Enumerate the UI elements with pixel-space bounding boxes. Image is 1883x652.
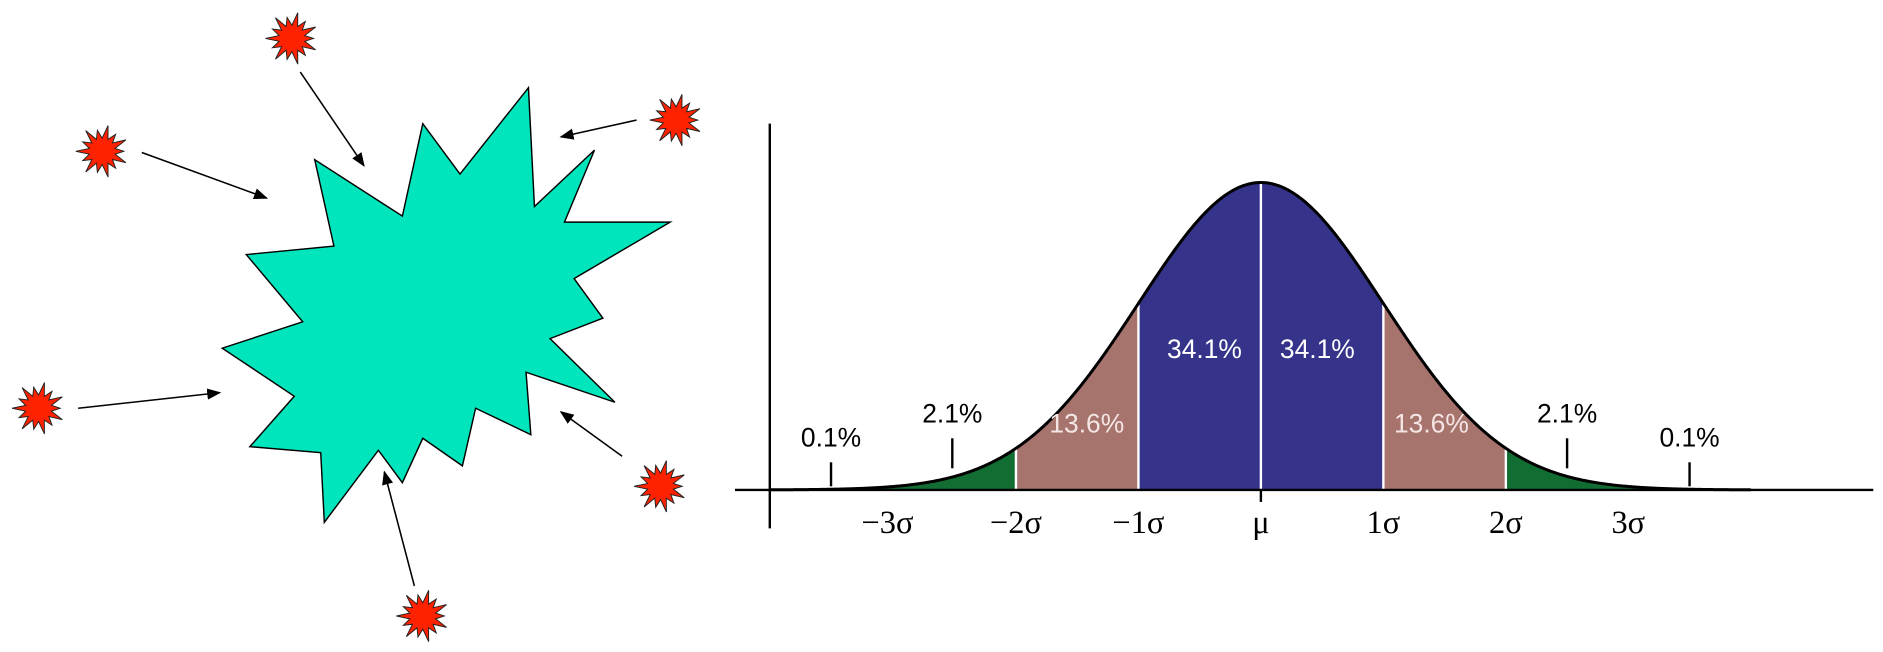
region-label: 34.1%: [1280, 334, 1355, 364]
arrow: [78, 388, 222, 410]
axis-label: 2σ: [1489, 505, 1523, 541]
normal-distribution: 0.1% 2.1% 13.6% 34.1% 34.1% 13.6% 2.1% 0.1% −3σ −…: [734, 123, 1874, 541]
red-star: [396, 590, 447, 642]
explosion-illustration: [12, 12, 701, 642]
region-label: 34.1%: [1167, 334, 1242, 364]
region: [769, 448, 1016, 490]
arrow: [141, 151, 269, 200]
axis-label: −3σ: [861, 505, 913, 541]
red-star: [75, 125, 127, 178]
red-star: [634, 460, 685, 513]
red-star: [649, 94, 701, 146]
region: [1505, 448, 1751, 490]
axis-label: μ: [1252, 505, 1269, 541]
arrow: [382, 470, 416, 587]
arrows: [78, 71, 637, 587]
red-star: [265, 12, 316, 65]
axis-label: −2σ: [990, 505, 1042, 541]
region-label: 0.1%: [801, 423, 861, 453]
region-label: 2.1%: [1537, 399, 1597, 429]
region-label: 0.1%: [1659, 423, 1719, 453]
arrow: [559, 119, 637, 140]
curve: [769, 181, 1751, 492]
red-star: [12, 382, 63, 435]
axis-label: 1σ: [1367, 505, 1401, 541]
arrow: [559, 411, 623, 457]
region-label: 13.6%: [1049, 408, 1124, 438]
region-label: 13.6%: [1394, 408, 1469, 438]
arrow: [299, 71, 365, 167]
region-label: 2.1%: [922, 399, 982, 429]
axis-label: 3σ: [1611, 505, 1645, 541]
starburst: [220, 85, 673, 525]
axis-label: −1σ: [1112, 505, 1164, 541]
